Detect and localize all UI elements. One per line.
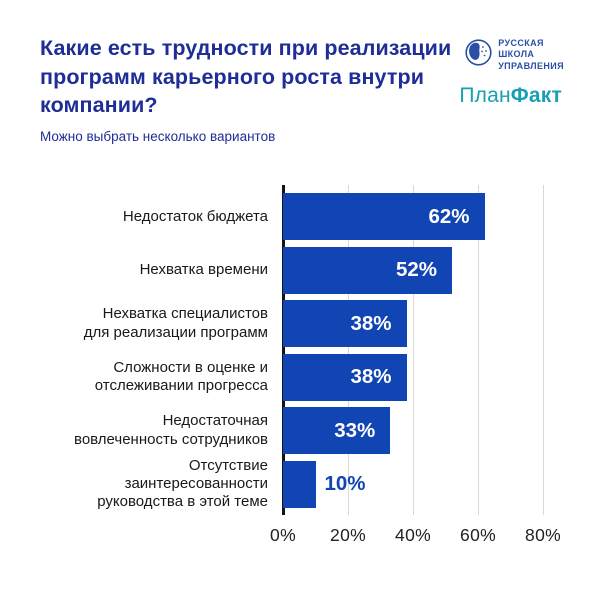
bar-track: 38% [283, 300, 600, 348]
bar: 33% [283, 407, 391, 455]
gridline-40 [413, 185, 414, 515]
category-label: Нехватка времени [139, 261, 268, 279]
category-label: Отсутствие заинтересованности руководств… [97, 456, 268, 511]
bar-value-label: 38% [350, 365, 392, 389]
bar: 38% [283, 300, 407, 348]
gridline-80 [543, 185, 544, 515]
bar-chart: Недостаток бюджета 62% Нехватка времени 52%… [0, 185, 600, 565]
category-label: Сложности в оценке и отслеживании прогре… [94, 358, 268, 395]
bar-track: 52% [283, 246, 600, 294]
planfact-logo: ПланФакт [459, 84, 562, 108]
bar-row: Сложности в оценке и отслеживании прогре… [0, 351, 600, 405]
rsu-logo: РУССКАЯ ШКОЛА УПРАВЛЕНИЯ [465, 38, 564, 72]
category-label: Нехватка специалистов для реализации про… [83, 305, 268, 341]
page-title: Какие есть трудности при реализации прог… [40, 36, 452, 118]
bar-row: Недостаточная вовлеченность сотрудников 3… [0, 404, 600, 458]
rsu-line-3: УПРАВЛЕНИЯ [498, 60, 564, 71]
bar [283, 460, 316, 508]
bar-value-label: 38% [350, 311, 392, 335]
bar-track: 38% [283, 353, 600, 401]
bar-row: Нехватка времени 52% [0, 244, 600, 298]
bar-value-label: 62% [428, 204, 470, 228]
bar-value-label: 10% [324, 472, 366, 496]
rsu-line-1: РУССКАЯ [498, 38, 544, 48]
bar-row: Недостаток бюджета 62% [0, 190, 600, 244]
x-tick-label: 40% [395, 525, 431, 545]
category-label: Недостаточная вовлеченность сотрудников [74, 412, 268, 448]
gridline-60 [478, 185, 479, 515]
logos: РУССКАЯ ШКОЛА УПРАВЛЕНИЯ ПланФакт [459, 34, 564, 144]
x-tick-label: 0% [270, 525, 296, 545]
category-label: Недостаток бюджета [122, 207, 268, 225]
rsu-globe-face-icon [465, 39, 492, 71]
bar: 52% [283, 246, 452, 294]
bar: 38% [283, 353, 407, 401]
x-tick-label: 20% [330, 525, 366, 545]
bar-track: 62% [283, 193, 600, 241]
planfact-fakt: Факт [510, 83, 562, 107]
x-tick-label: 80% [525, 525, 561, 545]
rsu-logo-text: РУССКАЯ ШКОЛА УПРАВЛЕНИЯ [498, 38, 564, 72]
rsu-line-2: ШКОЛА [498, 49, 535, 60]
bar-value-label: 33% [334, 418, 376, 442]
bar-track: 33% [283, 407, 600, 455]
x-tick-label: 60% [460, 525, 496, 545]
gridline-20 [348, 185, 349, 515]
y-axis-line [282, 185, 285, 515]
planfact-plan: План [459, 83, 511, 107]
bar-rows: Недостаток бюджета 62% Нехватка времени 52%… [0, 190, 600, 511]
title-block: Какие есть трудности при реализации прог… [40, 34, 459, 144]
bar-track: 10% [283, 460, 600, 508]
bar: 62% [283, 193, 485, 241]
bar-value-label: 52% [395, 258, 437, 282]
header: Какие есть трудности при реализации прог… [40, 34, 564, 144]
page-subtitle: Можно выбрать несколько вариантов [40, 128, 276, 144]
bar-row: Нехватка специалистов для реализации про… [0, 297, 600, 351]
bar-row: Отсутствие заинтересованности руководств… [0, 456, 600, 512]
